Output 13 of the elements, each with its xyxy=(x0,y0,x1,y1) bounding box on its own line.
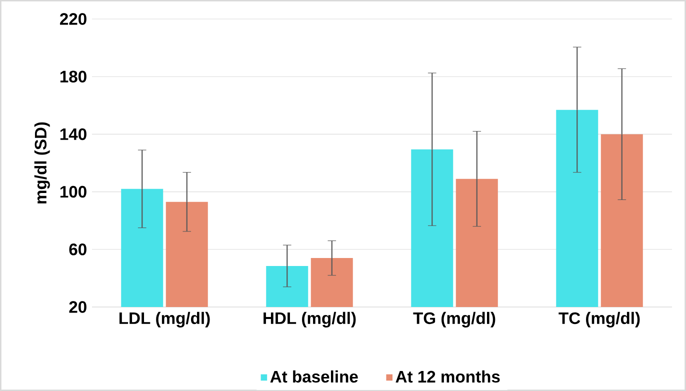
legend-label: At 12 months xyxy=(396,370,500,383)
y-axis-title: mg/dl (SD) xyxy=(34,122,50,204)
x-tick-label: LDL (mg/dl) xyxy=(119,312,210,328)
y-tick-label: 100 xyxy=(60,186,86,198)
y-tick-label: 220 xyxy=(60,13,86,25)
x-tick-label: TG (mg/dl) xyxy=(413,312,496,328)
y-tick-label: 60 xyxy=(69,244,86,256)
y-tick-label: 20 xyxy=(69,301,86,313)
legend-label: At baseline xyxy=(270,370,358,383)
y-tick-label: 180 xyxy=(60,70,86,82)
x-tick-label: HDL (mg/dl) xyxy=(264,312,356,328)
y-tick-label: 140 xyxy=(60,128,86,140)
x-tick-label: TC (mg/dl) xyxy=(558,312,640,328)
